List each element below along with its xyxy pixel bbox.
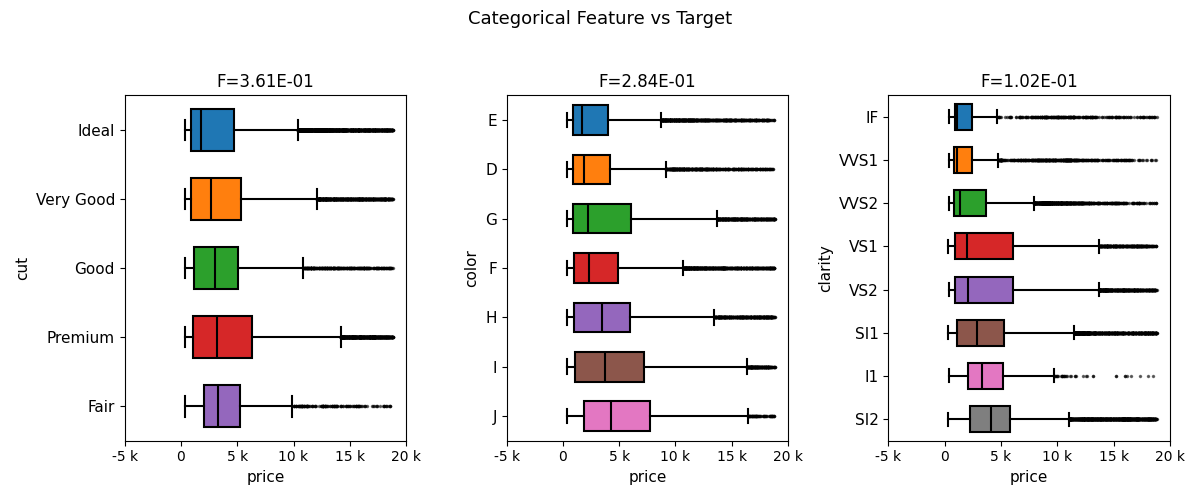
- PathPatch shape: [194, 248, 238, 289]
- PathPatch shape: [584, 401, 649, 431]
- PathPatch shape: [955, 104, 972, 130]
- PathPatch shape: [955, 276, 1013, 302]
- PathPatch shape: [574, 302, 630, 332]
- PathPatch shape: [576, 352, 644, 382]
- Title: F=3.61E-01: F=3.61E-01: [216, 73, 314, 91]
- PathPatch shape: [191, 178, 241, 220]
- PathPatch shape: [954, 147, 972, 173]
- X-axis label: price: price: [1010, 470, 1049, 485]
- PathPatch shape: [971, 406, 1010, 432]
- Title: F=1.02E-01: F=1.02E-01: [980, 73, 1078, 91]
- PathPatch shape: [954, 190, 985, 216]
- PathPatch shape: [193, 316, 252, 358]
- PathPatch shape: [574, 204, 631, 234]
- PathPatch shape: [572, 105, 608, 135]
- Y-axis label: color: color: [464, 249, 480, 287]
- PathPatch shape: [968, 363, 1003, 389]
- X-axis label: price: price: [246, 470, 284, 485]
- PathPatch shape: [204, 386, 240, 427]
- PathPatch shape: [574, 253, 618, 283]
- Y-axis label: clarity: clarity: [818, 244, 833, 292]
- PathPatch shape: [574, 154, 611, 184]
- X-axis label: price: price: [628, 470, 666, 485]
- Y-axis label: cut: cut: [14, 256, 30, 280]
- Title: F=2.84E-01: F=2.84E-01: [599, 73, 696, 91]
- PathPatch shape: [191, 109, 234, 150]
- PathPatch shape: [955, 234, 1013, 260]
- PathPatch shape: [958, 320, 1004, 345]
- Text: Categorical Feature vs Target: Categorical Feature vs Target: [468, 10, 732, 28]
